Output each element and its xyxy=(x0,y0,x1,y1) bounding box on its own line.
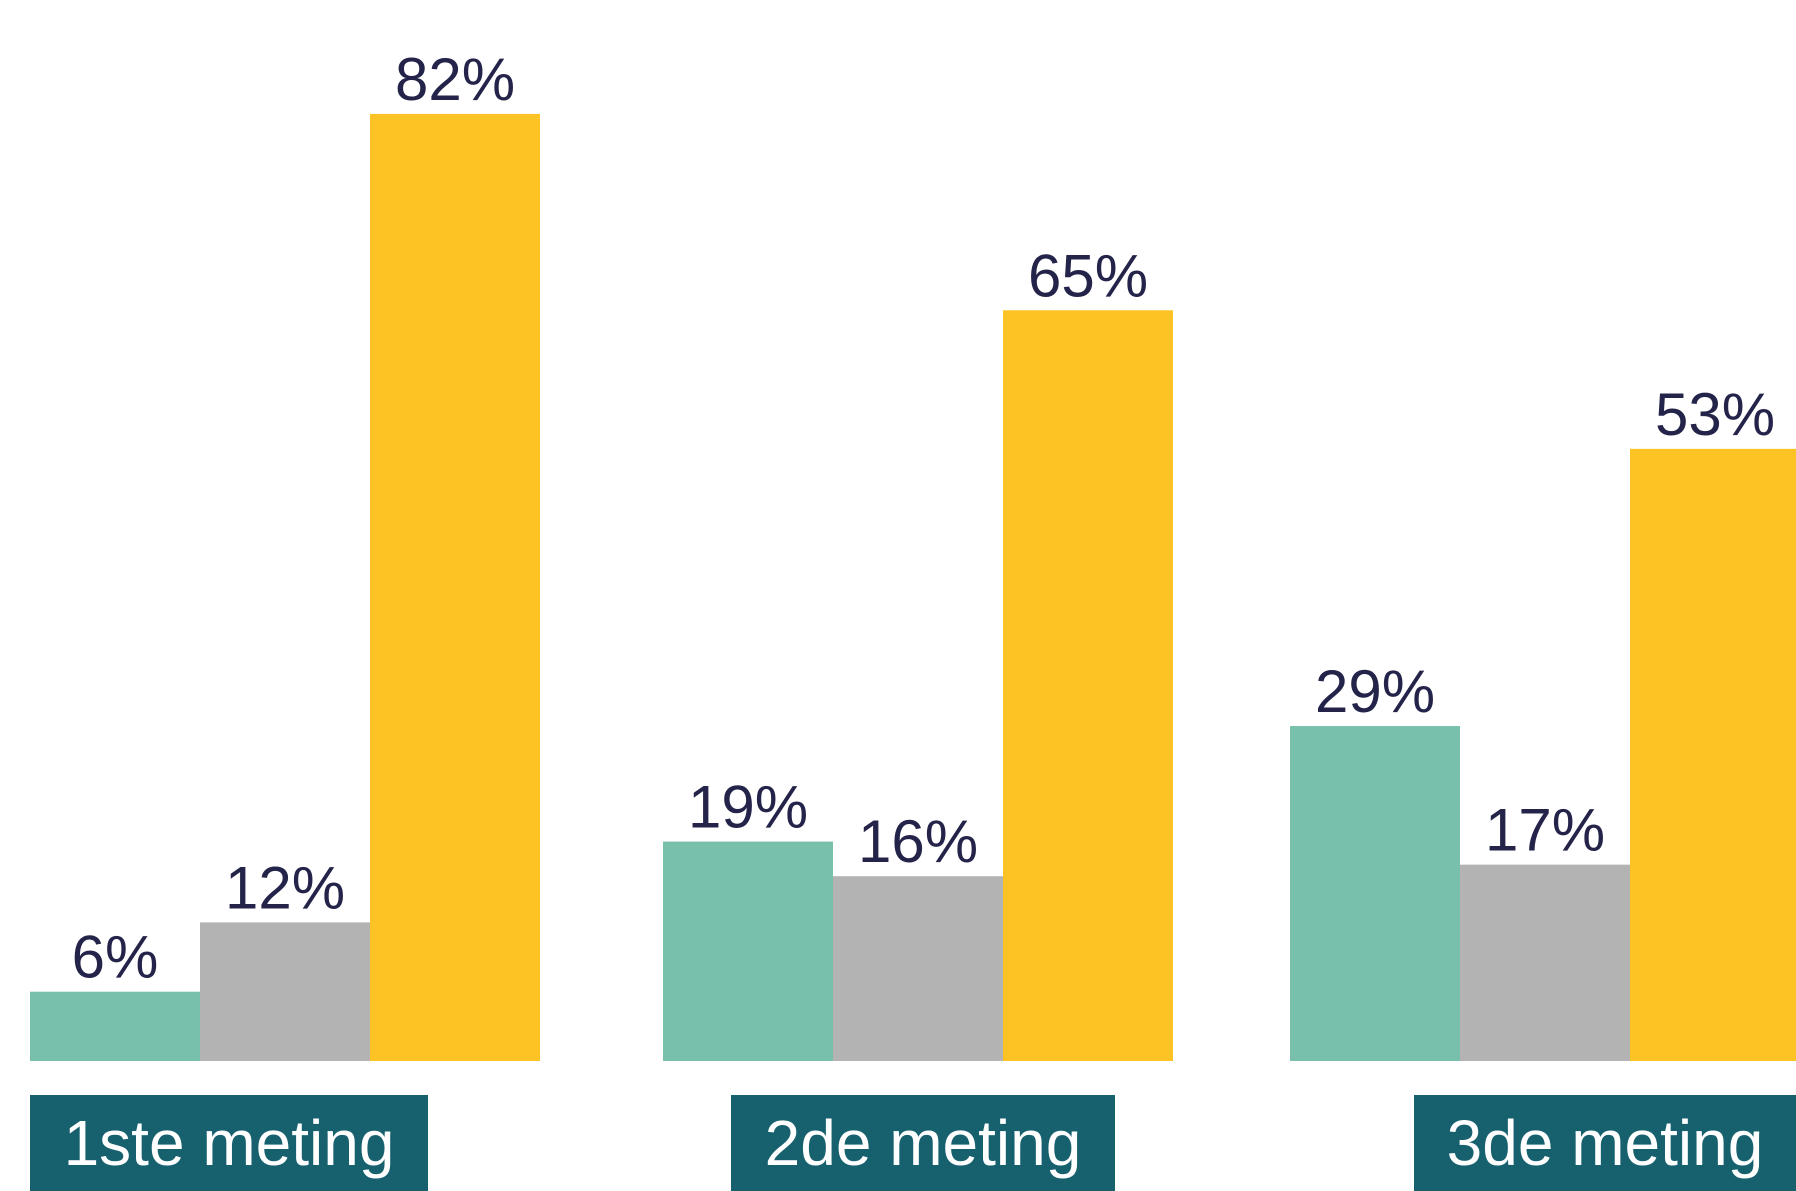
value-label-3de-meting-series-1: 29% xyxy=(1315,658,1435,725)
bar-2de-meting-series-3 xyxy=(1003,310,1173,1061)
value-label-3de-meting-series-2: 17% xyxy=(1485,797,1605,864)
category-label-2de-meting: 2de meting xyxy=(731,1095,1115,1191)
bar-3de-meting-series-3 xyxy=(1630,448,1796,1062)
value-label-2de-meting-series-2: 16% xyxy=(858,808,978,875)
category-label-1ste-meting: 1ste meting xyxy=(30,1095,428,1191)
bar-3de-meting-series-2 xyxy=(1460,864,1630,1061)
bar-2de-meting-series-1 xyxy=(663,841,833,1061)
value-label-3de-meting-series-3: 53% xyxy=(1655,381,1775,448)
bar-2de-meting-series-2 xyxy=(833,876,1003,1061)
value-label-1ste-meting-series-3: 82% xyxy=(395,46,515,113)
bar-1ste-meting-series-3 xyxy=(370,113,540,1061)
value-label-2de-meting-series-3: 65% xyxy=(1028,242,1148,309)
bar-3de-meting-series-1 xyxy=(1290,726,1460,1061)
value-label-1ste-meting-series-1: 6% xyxy=(72,924,159,991)
value-label-2de-meting-series-1: 19% xyxy=(688,774,808,841)
bar-1ste-meting-series-2 xyxy=(200,922,370,1061)
value-label-1ste-meting-series-2: 12% xyxy=(225,854,345,921)
bar-1ste-meting-series-1 xyxy=(30,991,200,1061)
category-label-3de-meting: 3de meting xyxy=(1414,1095,1796,1191)
